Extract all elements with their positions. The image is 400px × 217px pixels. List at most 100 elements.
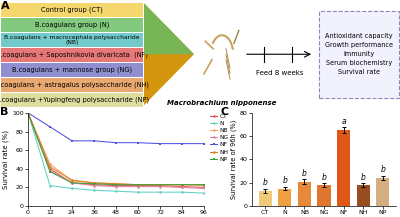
Text: Control group (CT): Control group (CT): [41, 7, 103, 13]
NB: [92, 181, 96, 184]
NF: [202, 142, 206, 145]
FancyBboxPatch shape: [1, 78, 143, 92]
NH: [136, 183, 140, 186]
Text: C: C: [220, 107, 228, 117]
NH: [92, 181, 96, 184]
Bar: [278, 189, 292, 206]
NF: [26, 112, 30, 114]
Line: NG: NG: [27, 112, 205, 190]
NB: [158, 183, 162, 186]
NP: [70, 181, 74, 184]
NF: [70, 140, 74, 142]
N: [158, 191, 162, 194]
N: [114, 190, 118, 192]
CT: [48, 168, 52, 170]
NB: [202, 184, 206, 187]
NP: [158, 183, 162, 186]
Text: Macrobrachium nipponense: Macrobrachium nipponense: [167, 100, 277, 106]
FancyBboxPatch shape: [1, 94, 143, 107]
Text: b: b: [361, 173, 366, 182]
Bar: [376, 178, 390, 206]
N: [26, 112, 30, 114]
CT: [92, 183, 96, 186]
NF: [136, 141, 140, 144]
NH: [114, 182, 118, 185]
Bar: [356, 185, 370, 206]
Line: NH: NH: [27, 112, 205, 186]
NG: [136, 185, 140, 188]
CT: [158, 184, 162, 187]
NP: [202, 183, 206, 186]
NG: [48, 169, 52, 172]
NF: [92, 140, 96, 142]
Polygon shape: [144, 3, 194, 54]
NH: [180, 183, 184, 186]
Text: B.coagulans group (N): B.coagulans group (N): [35, 22, 109, 28]
FancyBboxPatch shape: [319, 11, 399, 98]
NG: [158, 185, 162, 188]
Text: Feed 8 weeks: Feed 8 weeks: [256, 70, 304, 76]
NB: [114, 182, 118, 185]
Text: Antioxidant capacity
Growth performance
Immunity
Serum biochemistry
Survival rat: Antioxidant capacity Growth performance …: [325, 33, 393, 75]
NF: [180, 142, 184, 145]
Text: b: b: [302, 169, 307, 178]
Bar: [317, 185, 331, 206]
Text: A: A: [1, 1, 10, 11]
FancyBboxPatch shape: [1, 3, 143, 17]
Polygon shape: [144, 3, 194, 105]
Text: B: B: [0, 107, 8, 117]
FancyBboxPatch shape: [1, 18, 143, 32]
NH: [158, 183, 162, 186]
NG: [92, 184, 96, 187]
Bar: [298, 182, 311, 206]
Text: b: b: [322, 173, 326, 182]
CT: [114, 184, 118, 187]
CT: [202, 186, 206, 189]
FancyBboxPatch shape: [1, 33, 143, 47]
Bar: [337, 130, 350, 206]
Text: b: b: [263, 179, 268, 187]
Line: CT: CT: [27, 112, 205, 189]
NP: [26, 112, 30, 114]
N: [180, 191, 184, 194]
NP: [48, 170, 52, 173]
N: [70, 187, 74, 190]
Line: NF: NF: [27, 112, 205, 145]
N: [202, 192, 206, 194]
CT: [180, 185, 184, 188]
NG: [26, 112, 30, 114]
Y-axis label: Survival rate of 96h (%): Survival rate of 96h (%): [231, 120, 237, 199]
NH: [48, 166, 52, 168]
Legend: CT, N, NB, NG, NF, NH, NP: CT, N, NB, NG, NF, NH, NP: [210, 114, 228, 162]
Text: B.coagulans + astragalus polysaccharide (NH): B.coagulans + astragalus polysaccharide …: [0, 82, 149, 88]
Bar: [258, 191, 272, 206]
NH: [26, 112, 30, 114]
Line: NP: NP: [27, 112, 205, 186]
FancyBboxPatch shape: [1, 48, 143, 62]
NH: [202, 183, 206, 186]
NG: [180, 186, 184, 189]
NF: [48, 125, 52, 128]
Text: B.coagulans + macrocephala polysaccharide
(NB): B.coagulans + macrocephala polysaccharid…: [4, 35, 140, 45]
NB: [180, 183, 184, 186]
N: [48, 184, 52, 187]
NP: [180, 183, 184, 186]
NP: [92, 182, 96, 185]
Text: a: a: [341, 117, 346, 126]
N: [92, 189, 96, 192]
NF: [114, 141, 118, 144]
NH: [70, 179, 74, 181]
Text: b: b: [380, 165, 385, 174]
CT: [26, 112, 30, 114]
Text: B.coagulans + Saposhnikovia divaricata  (NF): B.coagulans + Saposhnikovia divaricata (…: [0, 52, 148, 58]
NB: [136, 183, 140, 186]
NP: [114, 183, 118, 186]
CT: [70, 181, 74, 184]
Y-axis label: Survival rate (%): Survival rate (%): [3, 130, 10, 189]
Text: >: >: [205, 40, 228, 68]
FancyBboxPatch shape: [1, 63, 143, 77]
Line: NB: NB: [27, 112, 205, 187]
NB: [70, 180, 74, 182]
Text: B.coagulans +Yupingfeng polysaccharide (NP): B.coagulans +Yupingfeng polysaccharide (…: [0, 97, 149, 104]
NG: [202, 187, 206, 190]
